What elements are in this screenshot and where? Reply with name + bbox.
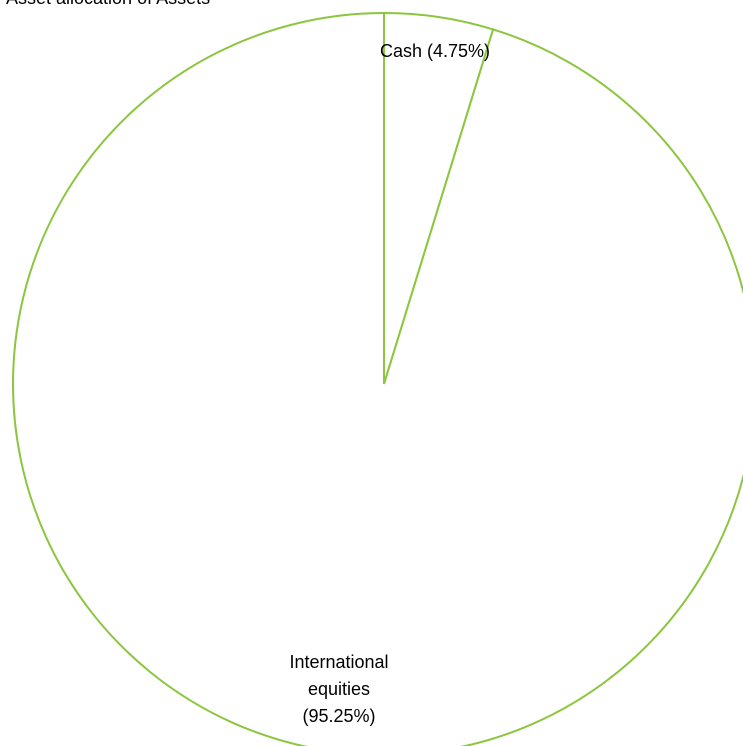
- slice-label-line: (95.25%): [302, 706, 375, 726]
- slice-label-line: International: [289, 652, 388, 672]
- slice-label-line: equities: [308, 679, 370, 699]
- slice-label-2: International equities (95.25%): [289, 652, 388, 726]
- slice-label-line: Cash (4.75%): [380, 41, 490, 61]
- pie-slice-2: [12, 11, 743, 746]
- chart-title: Asset allocation of Assets: [6, 0, 210, 8]
- pie-labels: Cash (4.75%) International equities (95.25%…: [289, 41, 490, 726]
- pie-slices: [12, 11, 743, 746]
- slice-label-1: Cash (4.75%): [380, 41, 490, 61]
